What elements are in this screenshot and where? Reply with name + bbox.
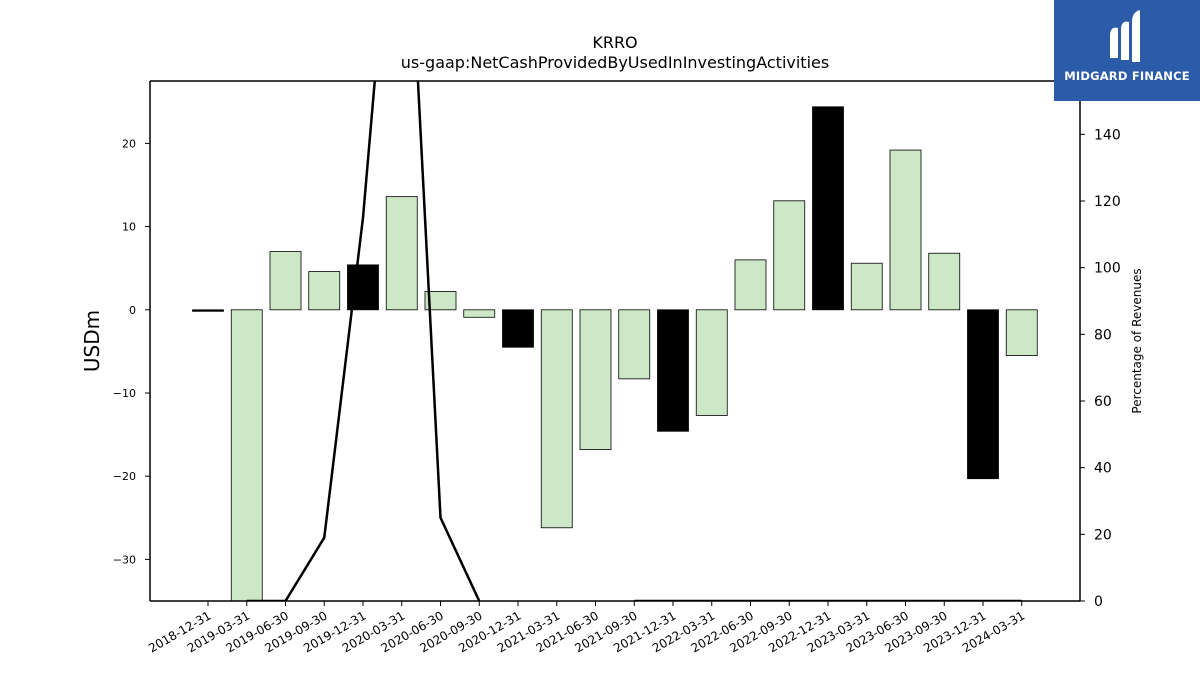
y2-axis-label: Percentage of Revenues — [1130, 268, 1144, 413]
bar — [385, 196, 418, 311]
y2-tick-label: 80 — [1094, 327, 1112, 343]
bar — [773, 200, 806, 311]
y2-tick-label: 120 — [1094, 194, 1121, 210]
bar — [812, 106, 844, 311]
y-tick-label: 20 — [122, 137, 136, 150]
bar — [967, 309, 999, 480]
y-tick-label: 0 — [129, 304, 136, 317]
plot-area: −30−20−10010200204060801001201402018-12-… — [113, 80, 1121, 655]
bar — [889, 149, 922, 311]
bar — [424, 291, 457, 311]
bar — [734, 259, 767, 311]
bar — [269, 251, 302, 311]
brand-logo: MIDGARD FINANCE — [1054, 0, 1200, 101]
bar — [540, 309, 573, 529]
y-axis-label: USDm — [80, 310, 104, 372]
bar — [502, 309, 534, 348]
bar — [308, 271, 341, 311]
chart-subtitle: us-gaap:NetCashProvidedByUsedInInvesting… — [401, 53, 829, 72]
chart-title: KRRO — [592, 33, 637, 52]
midgard-logo-icon — [1110, 10, 1140, 62]
bar — [618, 309, 651, 380]
bar — [1005, 309, 1038, 356]
line-series — [246, 81, 481, 601]
y2-tick-label: 0 — [1094, 594, 1103, 610]
bar — [695, 309, 728, 416]
bar — [850, 262, 883, 311]
y2-tick-label: 60 — [1094, 394, 1112, 410]
y2-tick-label: 40 — [1094, 461, 1112, 477]
y-tick-label: −10 — [113, 387, 136, 400]
bar — [579, 309, 612, 450]
y2-tick-label: 100 — [1094, 261, 1121, 277]
y-tick-label: −30 — [113, 553, 136, 566]
bar — [463, 309, 496, 318]
bar — [657, 309, 689, 432]
y2-tick-label: 140 — [1094, 127, 1121, 143]
y-tick-label: −20 — [113, 470, 136, 483]
y-tick-label: 10 — [122, 221, 136, 234]
y2-tick-label: 20 — [1094, 527, 1112, 543]
bar — [192, 309, 224, 312]
bar — [230, 309, 263, 601]
bar — [928, 252, 961, 311]
brand-name: MIDGARD FINANCE — [1064, 69, 1190, 83]
